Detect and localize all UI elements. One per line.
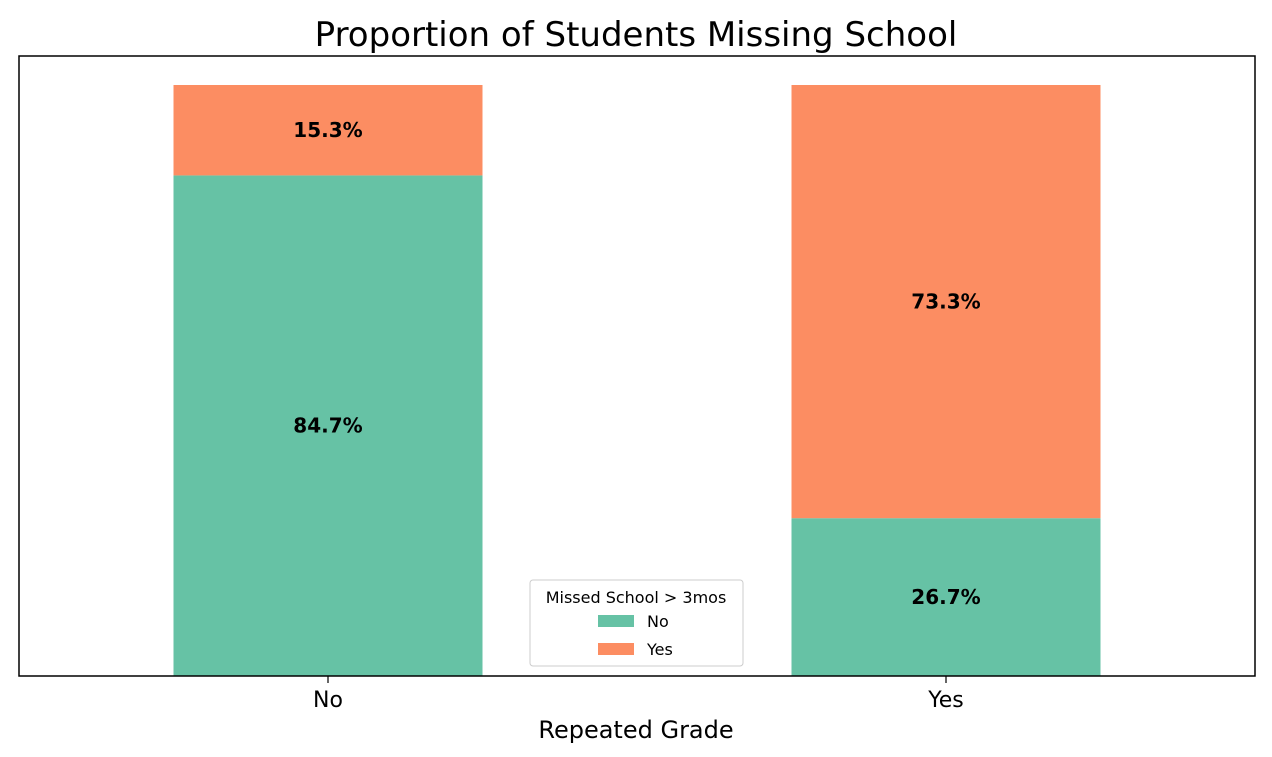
bar-segment-yes-yes <box>791 85 1101 519</box>
bar-segment-yes-no <box>791 518 1101 676</box>
legend-title: Missed School > 3mos <box>546 588 727 607</box>
x-tick-label-no: No <box>313 688 343 713</box>
legend: Missed School > 3mos No Yes <box>529 579 744 667</box>
legend-label-no: No <box>647 612 669 631</box>
bar-labels-layer: 84.7% 15.3% 26.7% 73.3% <box>293 118 980 609</box>
bars-layer <box>173 85 1101 676</box>
chart-title: Proportion of Students Missing School <box>315 15 958 55</box>
legend-label-yes: Yes <box>646 640 673 659</box>
x-tick-label-yes: Yes <box>927 688 964 713</box>
bar-label-no-yes: 15.3% <box>293 118 362 142</box>
bar-label-no-no: 84.7% <box>293 414 362 438</box>
legend-swatch-yes <box>598 643 634 655</box>
legend-swatch-no <box>598 615 634 627</box>
bar-label-yes-no: 26.7% <box>911 585 980 609</box>
plot-frame <box>18 55 1256 677</box>
bar-label-yes-yes: 73.3% <box>911 290 980 314</box>
bar-segment-no-no <box>173 175 483 676</box>
bar-segment-no-yes <box>173 85 483 176</box>
legend-box <box>529 579 744 667</box>
x-axis-label: Repeated Grade <box>538 716 733 744</box>
x-axis-ticks: No Yes <box>313 676 964 713</box>
